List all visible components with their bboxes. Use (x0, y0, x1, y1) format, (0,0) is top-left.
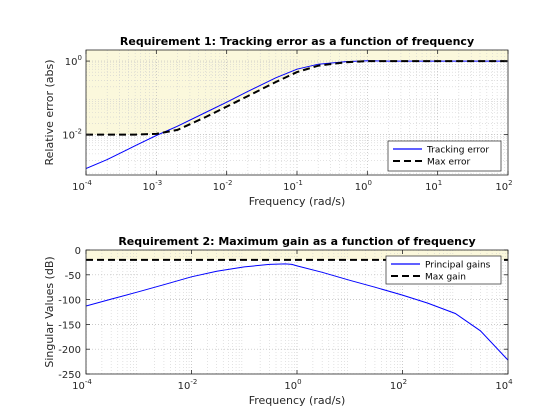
bound-series-line (86, 60, 508, 136)
x-tick-label: 10-4 (72, 179, 92, 193)
maximum-gain-chart: 10-4 10-2 100 102 1040-50-100-150-200-250Req… (43, 235, 513, 407)
y-tick-label: 100 (65, 54, 82, 68)
x-tick-base: 10 (178, 381, 191, 392)
x-tick-base: 10 (495, 381, 508, 392)
x-tick-base: 10 (284, 381, 297, 392)
x-tick-label: 102 (495, 179, 512, 193)
shaded-region (86, 50, 508, 135)
chart-title: Requirement 1: Tracking error as a funct… (120, 35, 474, 48)
y-tick-label: 0 (75, 246, 81, 257)
y-axis-label: Relative error (abs) (43, 59, 56, 165)
y-tick-label: -200 (58, 345, 81, 356)
y-tick-base: 10 (62, 131, 75, 142)
x-tick-label: 102 (390, 378, 407, 392)
x-tick-label: 100 (355, 179, 372, 193)
y-tick-label: -150 (58, 320, 81, 331)
x-tick-exponent: 2 (508, 179, 512, 187)
legend-label: Tracking error (426, 146, 489, 156)
x-tick-base: 10 (72, 182, 85, 193)
x-tick-exponent: -2 (190, 378, 197, 386)
y-tick-label: -50 (65, 271, 81, 282)
x-tick-label: 10-3 (142, 179, 162, 193)
x-tick-exponent: -1 (296, 179, 303, 187)
x-tick-base: 10 (213, 182, 226, 193)
x-tick-base: 10 (72, 381, 85, 392)
x-tick-label: 104 (495, 378, 513, 392)
tracking-error-chart: 10-4 10-3 10-2 10-1 100 101 10210-2100Requirem… (43, 35, 513, 208)
x-tick-label: 10-2 (178, 378, 198, 392)
response-series-line (86, 263, 508, 361)
chart-title: Requirement 2: Maximum gain as a functio… (118, 235, 475, 248)
y-tick-label: 10-2 (62, 128, 82, 142)
x-tick-exponent: 2 (403, 378, 407, 386)
x-tick-base: 10 (142, 182, 155, 193)
response-series-line (86, 60, 508, 169)
x-tick-exponent: -2 (226, 179, 233, 187)
y-tick-label: -250 (58, 370, 81, 381)
x-tick-exponent: 0 (367, 179, 371, 187)
x-tick-exponent: -3 (155, 179, 162, 187)
legend-box (387, 140, 502, 172)
x-tick-label: 10-1 (283, 179, 303, 193)
x-tick-exponent: -4 (85, 179, 93, 187)
legend-label: Principal gains (425, 261, 491, 271)
grid-lines (86, 50, 508, 175)
x-tick-base: 10 (390, 381, 403, 392)
x-axis-label: Frequency (rad/s) (249, 394, 346, 407)
y-tick-label: -100 (58, 296, 81, 307)
x-tick-exponent: 0 (297, 378, 301, 386)
legend-label: Max gain (425, 273, 466, 283)
legend-box (385, 255, 502, 285)
x-tick-base: 10 (495, 182, 508, 193)
x-tick-label: 101 (425, 179, 442, 193)
x-tick-label: 10-2 (213, 179, 233, 193)
y-axis-label: Singular Values (dB) (43, 256, 56, 367)
y-tick-exponent: 0 (78, 54, 82, 62)
x-axis-label: Frequency (rad/s) (249, 195, 346, 208)
x-tick-base: 10 (355, 182, 368, 193)
x-tick-exponent: 4 (508, 378, 513, 386)
x-tick-base: 10 (283, 182, 296, 193)
legend-label: Max error (427, 158, 471, 168)
x-tick-exponent: 1 (438, 179, 442, 187)
y-tick-exponent: -2 (75, 128, 82, 136)
x-tick-label: 10-4 (72, 378, 92, 392)
x-tick-base: 10 (425, 182, 438, 193)
x-tick-label: 100 (284, 378, 301, 392)
x-tick-exponent: -4 (85, 378, 93, 386)
y-tick-base: 10 (65, 57, 78, 68)
